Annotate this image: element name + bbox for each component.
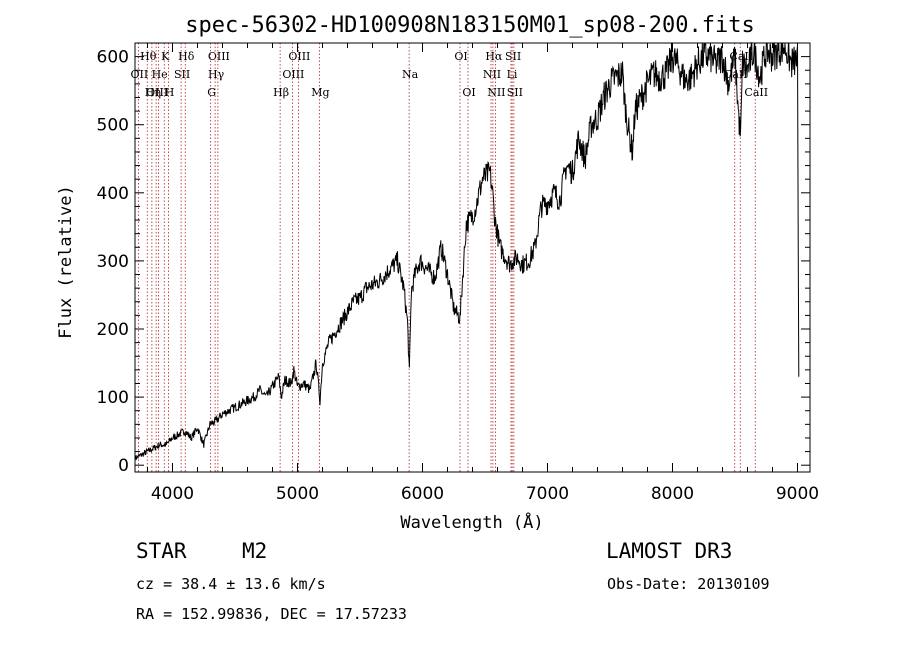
object-subclass: M2 [242,539,267,563]
redshift-velocity: cz = 38.4 ± 13.6 km/s [136,575,326,593]
spectral-line-label: H [165,86,175,99]
spectral-line-label: Hγ [208,68,225,81]
chart-title: spec-56302-HD100908N183150M01_sp08-200.f… [185,13,755,38]
x-tick-label: 9000 [776,484,819,504]
y-tick-label: 500 [97,116,129,136]
spectral-line-label: Hη [145,86,161,99]
x-tick-label: 4000 [151,484,194,504]
spectral-line-label: Hβ [273,86,289,99]
x-tick-label: 5000 [276,484,319,504]
x-tick-label: 6000 [401,484,444,504]
y-axis-label: Flux (relative) [56,185,76,339]
y-tick-label: 600 [97,48,129,68]
coordinates: RA = 152.99836, DEC = 17.57233 [136,605,407,623]
survey-name: LAMOST DR3 [606,539,732,563]
observation-date: Obs-Date: 20130109 [607,575,770,593]
y-tick-label: 100 [97,388,129,408]
spectral-line-label: OI [454,50,467,63]
spectral-line-label: G [207,86,216,99]
spectral-line-label: Hθ [140,50,157,63]
spectral-line-label: SII [505,50,521,63]
object-class: STAR [136,539,187,563]
spectral-line-label: NII [487,86,505,99]
spectral-line-label: NII [483,68,501,81]
spectral-line-label: He [152,68,168,81]
spectral-line-label: OIII [282,68,304,81]
spectral-line-label: K [161,50,170,63]
spectral-line-label: SII [507,86,523,99]
spectral-line-label: OIII [208,50,230,63]
spectral-line-label: Hα [485,50,503,63]
spectral-line-label: OIII [288,50,310,63]
x-tick-label: 7000 [526,484,569,504]
spectral-line-label: Li [507,68,518,81]
axes: 4000 5000 6000 7000 8000 9000 0 100 200 300 400 500… [97,42,819,504]
plot-area [134,41,800,462]
x-tick-label: 8000 [651,484,694,504]
spectral-line-label: OI [462,86,475,99]
y-tick-label: 300 [97,252,129,272]
spectral-line-label: Mg [311,86,329,99]
spectral-line-label: Na [402,68,419,81]
y-tick-label: 200 [97,320,129,340]
spectrum-series-line [134,41,800,462]
spectral-line-label: Hδ [178,50,195,63]
x-axis-label: Wavelength (Å) [400,511,543,533]
y-tick-label: 400 [97,184,129,204]
spectral-line-label: CaII [744,86,768,99]
spectral-line-label: SII [174,68,190,81]
y-tick-label: 0 [118,456,129,476]
